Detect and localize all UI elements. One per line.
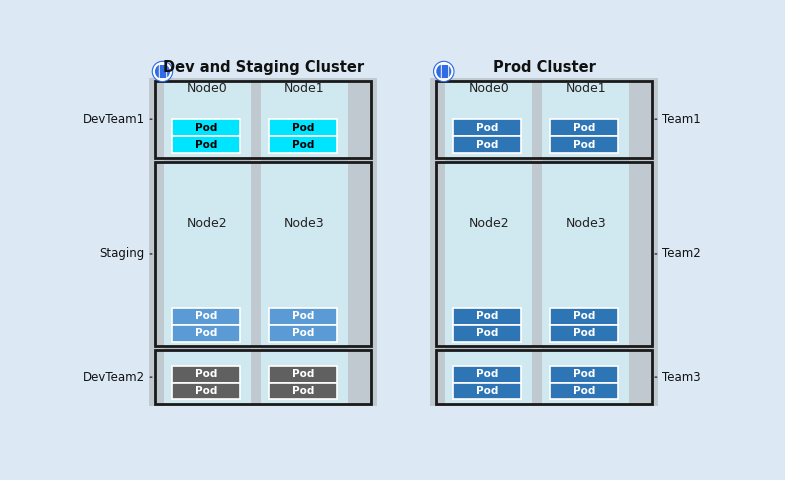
FancyBboxPatch shape: [550, 119, 618, 136]
FancyBboxPatch shape: [164, 81, 250, 158]
Text: DevTeam1: DevTeam1: [82, 113, 152, 126]
FancyBboxPatch shape: [445, 81, 532, 158]
FancyBboxPatch shape: [148, 78, 377, 406]
Text: Staging: Staging: [100, 248, 152, 261]
Text: Prod Cluster: Prod Cluster: [493, 60, 596, 75]
Text: Pod: Pod: [476, 369, 498, 379]
Text: Team1: Team1: [655, 113, 701, 126]
Text: Pod: Pod: [291, 386, 314, 396]
FancyBboxPatch shape: [268, 383, 337, 399]
FancyBboxPatch shape: [445, 350, 532, 404]
FancyBboxPatch shape: [172, 119, 240, 136]
Text: Node2: Node2: [187, 216, 228, 229]
Text: Pod: Pod: [195, 123, 217, 132]
FancyBboxPatch shape: [550, 366, 618, 383]
Text: Node0: Node0: [469, 82, 509, 95]
FancyBboxPatch shape: [453, 119, 521, 136]
FancyBboxPatch shape: [453, 366, 521, 383]
Text: Pod: Pod: [476, 386, 498, 396]
Text: Pod: Pod: [573, 369, 595, 379]
Text: Team3: Team3: [655, 371, 701, 384]
FancyBboxPatch shape: [445, 80, 532, 404]
Text: Team2: Team2: [655, 248, 701, 261]
Text: Pod: Pod: [195, 369, 217, 379]
FancyBboxPatch shape: [268, 366, 337, 383]
Text: Pod: Pod: [291, 140, 314, 150]
FancyBboxPatch shape: [542, 81, 629, 158]
FancyBboxPatch shape: [164, 350, 250, 404]
Text: Pod: Pod: [476, 140, 498, 150]
Circle shape: [152, 61, 173, 82]
Text: Node1: Node1: [284, 82, 324, 95]
Text: Pod: Pod: [573, 312, 595, 321]
Text: Node0: Node0: [187, 82, 228, 95]
Text: Pod: Pod: [476, 328, 498, 338]
Text: Node1: Node1: [565, 82, 606, 95]
Text: Dev and Staging Cluster: Dev and Staging Cluster: [162, 60, 363, 75]
Text: Pod: Pod: [573, 328, 595, 338]
Text: Pod: Pod: [476, 123, 498, 132]
Text: ⎈: ⎈: [158, 62, 167, 81]
FancyBboxPatch shape: [261, 162, 348, 347]
FancyBboxPatch shape: [268, 136, 337, 153]
FancyBboxPatch shape: [542, 350, 629, 404]
Text: Node3: Node3: [284, 216, 324, 229]
Text: Node3: Node3: [565, 216, 606, 229]
Text: Pod: Pod: [195, 328, 217, 338]
FancyBboxPatch shape: [430, 78, 659, 406]
Text: Pod: Pod: [291, 369, 314, 379]
FancyBboxPatch shape: [172, 308, 240, 325]
FancyBboxPatch shape: [261, 81, 348, 158]
FancyBboxPatch shape: [542, 162, 629, 347]
FancyBboxPatch shape: [172, 136, 240, 153]
FancyBboxPatch shape: [453, 136, 521, 153]
FancyBboxPatch shape: [172, 325, 240, 342]
Text: Pod: Pod: [195, 386, 217, 396]
Text: Pod: Pod: [573, 386, 595, 396]
FancyBboxPatch shape: [145, 75, 380, 409]
FancyBboxPatch shape: [542, 80, 629, 404]
Text: Pod: Pod: [291, 312, 314, 321]
FancyBboxPatch shape: [164, 80, 250, 404]
FancyBboxPatch shape: [172, 383, 240, 399]
Text: Pod: Pod: [291, 123, 314, 132]
FancyBboxPatch shape: [268, 119, 337, 136]
FancyBboxPatch shape: [261, 80, 348, 404]
Text: Node2: Node2: [469, 216, 509, 229]
Text: Pod: Pod: [195, 312, 217, 321]
FancyBboxPatch shape: [172, 366, 240, 383]
Text: Pod: Pod: [195, 140, 217, 150]
FancyBboxPatch shape: [164, 162, 250, 347]
Text: Pod: Pod: [573, 140, 595, 150]
Text: Pod: Pod: [291, 328, 314, 338]
Text: DevTeam2: DevTeam2: [82, 371, 152, 384]
Text: ⎈: ⎈: [439, 62, 449, 81]
Text: Pod: Pod: [573, 123, 595, 132]
FancyBboxPatch shape: [550, 308, 618, 325]
FancyBboxPatch shape: [268, 308, 337, 325]
FancyBboxPatch shape: [268, 325, 337, 342]
FancyBboxPatch shape: [550, 325, 618, 342]
FancyBboxPatch shape: [427, 75, 662, 409]
FancyBboxPatch shape: [453, 308, 521, 325]
Circle shape: [433, 61, 454, 82]
FancyBboxPatch shape: [550, 383, 618, 399]
FancyBboxPatch shape: [445, 162, 532, 347]
Text: Pod: Pod: [476, 312, 498, 321]
FancyBboxPatch shape: [550, 136, 618, 153]
FancyBboxPatch shape: [453, 383, 521, 399]
FancyBboxPatch shape: [453, 325, 521, 342]
FancyBboxPatch shape: [261, 350, 348, 404]
